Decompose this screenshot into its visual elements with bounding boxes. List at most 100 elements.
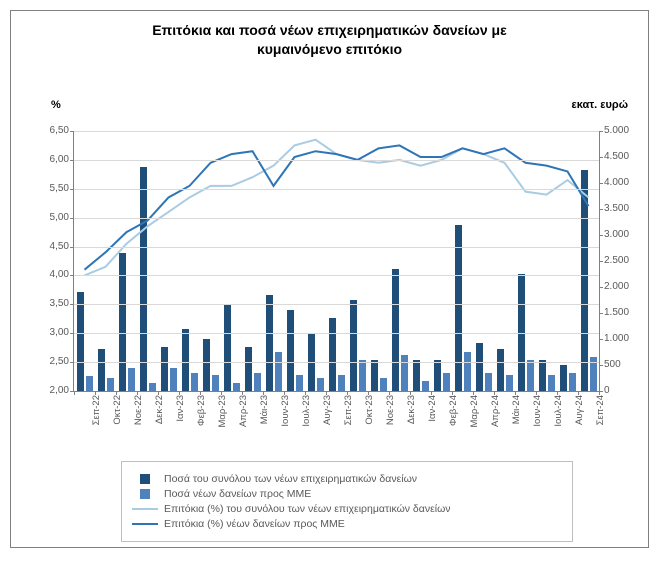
xtick-label: Αυγ-24 — [574, 395, 585, 425]
xtick-mark — [347, 391, 348, 395]
xtick-mark — [410, 391, 411, 395]
xtick-label: Οκτ-23 — [364, 395, 375, 425]
gridline — [74, 218, 599, 219]
ytick-left-label: 6,00 — [29, 154, 69, 165]
ytick-left-label: 5,00 — [29, 212, 69, 223]
xtick-label: Ιουν-24 — [532, 395, 543, 427]
gridline — [74, 247, 599, 248]
xtick-label: Φεβ-23 — [196, 395, 207, 426]
ytick-right-label: 1.000 — [604, 333, 644, 344]
ytick-left-label: 3,00 — [29, 327, 69, 338]
legend-item: Ποσά νέων δανείων προς ΜΜΕ — [132, 488, 562, 500]
ytick-mark-right — [599, 209, 603, 210]
ytick-left-label: 5,50 — [29, 183, 69, 194]
xtick-label: Σεπ-24 — [595, 395, 606, 425]
legend-box-icon — [132, 489, 158, 499]
gridline — [74, 275, 599, 276]
chart-title: Επιτόκια και ποσά νέων επιχειρηματικών δ… — [11, 11, 648, 59]
ytick-mark-right — [599, 313, 603, 314]
xtick-mark — [431, 391, 432, 395]
xtick-mark — [494, 391, 495, 395]
ytick-mark-left — [70, 131, 74, 132]
xtick-mark — [200, 391, 201, 395]
ytick-mark-left — [70, 362, 74, 363]
gridline — [74, 362, 599, 363]
xtick-label: Απρ-24 — [490, 395, 501, 427]
xtick-label: Ιουν-23 — [280, 395, 291, 427]
xtick-mark — [326, 391, 327, 395]
legend-label: Επιτόκια (%) νέων δανείων προς ΜΜΕ — [164, 518, 345, 530]
ytick-right-label: 4.500 — [604, 151, 644, 162]
gridline — [74, 189, 599, 190]
ytick-left-label: 4,50 — [29, 241, 69, 252]
xtick-mark — [389, 391, 390, 395]
ytick-left-label: 4,00 — [29, 269, 69, 280]
legend-item: Επιτόκια (%) νέων δανείων προς ΜΜΕ — [132, 518, 562, 530]
xtick-label: Σεπ-23 — [343, 395, 354, 425]
ytick-right-label: 3.000 — [604, 229, 644, 240]
gridline — [74, 160, 599, 161]
ytick-left-label: 3,50 — [29, 298, 69, 309]
ytick-mark-left — [70, 247, 74, 248]
legend-label: Ποσά του συνόλου των νέων επιχειρηματικώ… — [164, 473, 417, 485]
xtick-mark — [242, 391, 243, 395]
legend-label: Επιτόκια (%) του συνόλου των νέων επιχει… — [164, 503, 451, 515]
xtick-mark — [368, 391, 369, 395]
xtick-label: Μάι-23 — [259, 395, 270, 424]
xtick-label: Ιουλ-24 — [553, 395, 564, 427]
xtick-label: Φεβ-24 — [448, 395, 459, 426]
xtick-label: Αυγ-23 — [322, 395, 333, 425]
xtick-label: Μάι-24 — [511, 395, 522, 424]
ytick-right-label: 2.500 — [604, 255, 644, 266]
xtick-label: Οκτ-22 — [112, 395, 123, 425]
ytick-left-label: 2,50 — [29, 356, 69, 367]
xtick-mark — [116, 391, 117, 395]
xtick-label: Ιαν-24 — [427, 395, 438, 422]
xtick-mark — [179, 391, 180, 395]
xtick-label: Νοε-23 — [385, 395, 396, 425]
ytick-right-label: 0 — [604, 385, 644, 396]
legend-item: Επιτόκια (%) του συνόλου των νέων επιχει… — [132, 503, 562, 515]
xtick-mark — [599, 391, 600, 395]
ytick-right-label: 500 — [604, 359, 644, 370]
legend-box-icon — [132, 474, 158, 484]
xtick-mark — [137, 391, 138, 395]
legend: Ποσά του συνόλου των νέων επιχειρηματικώ… — [121, 461, 573, 542]
xtick-label: Μαρ-23 — [217, 395, 228, 428]
ytick-right-label: 1.500 — [604, 307, 644, 318]
ytick-mark-right — [599, 339, 603, 340]
xtick-mark — [74, 391, 75, 395]
ytick-mark-left — [70, 275, 74, 276]
xtick-mark — [536, 391, 537, 395]
ytick-mark-left — [70, 160, 74, 161]
xtick-label: Ιουλ-23 — [301, 395, 312, 427]
xtick-mark — [515, 391, 516, 395]
xtick-label: Δεκ-23 — [406, 395, 417, 424]
xtick-mark — [557, 391, 558, 395]
legend-line-icon — [132, 508, 158, 510]
y-axis-left-label: % — [51, 99, 61, 111]
xtick-mark — [221, 391, 222, 395]
gridline — [74, 333, 599, 334]
chart-container: Επιτόκια και ποσά νέων επιχειρηματικών δ… — [10, 10, 649, 548]
ytick-mark-left — [70, 304, 74, 305]
ytick-right-label: 5.000 — [604, 125, 644, 136]
ytick-mark-right — [599, 261, 603, 262]
legend-label: Ποσά νέων δανείων προς ΜΜΕ — [164, 488, 311, 500]
ytick-mark-left — [70, 189, 74, 190]
xtick-mark — [284, 391, 285, 395]
legend-item: Ποσά του συνόλου των νέων επιχειρηματικώ… — [132, 473, 562, 485]
ytick-left-label: 2,00 — [29, 385, 69, 396]
ytick-mark-right — [599, 287, 603, 288]
gridline — [74, 304, 599, 305]
xtick-mark — [452, 391, 453, 395]
xtick-mark — [473, 391, 474, 395]
xtick-mark — [158, 391, 159, 395]
ytick-mark-right — [599, 183, 603, 184]
plot-area: 2,002,503,003,504,004,505,005,506,006,50… — [73, 131, 600, 392]
xtick-mark — [263, 391, 264, 395]
ytick-right-label: 3.500 — [604, 203, 644, 214]
xtick-label: Ιαν-23 — [175, 395, 186, 422]
ytick-mark-left — [70, 218, 74, 219]
xtick-label: Σεπ-22 — [91, 395, 102, 425]
